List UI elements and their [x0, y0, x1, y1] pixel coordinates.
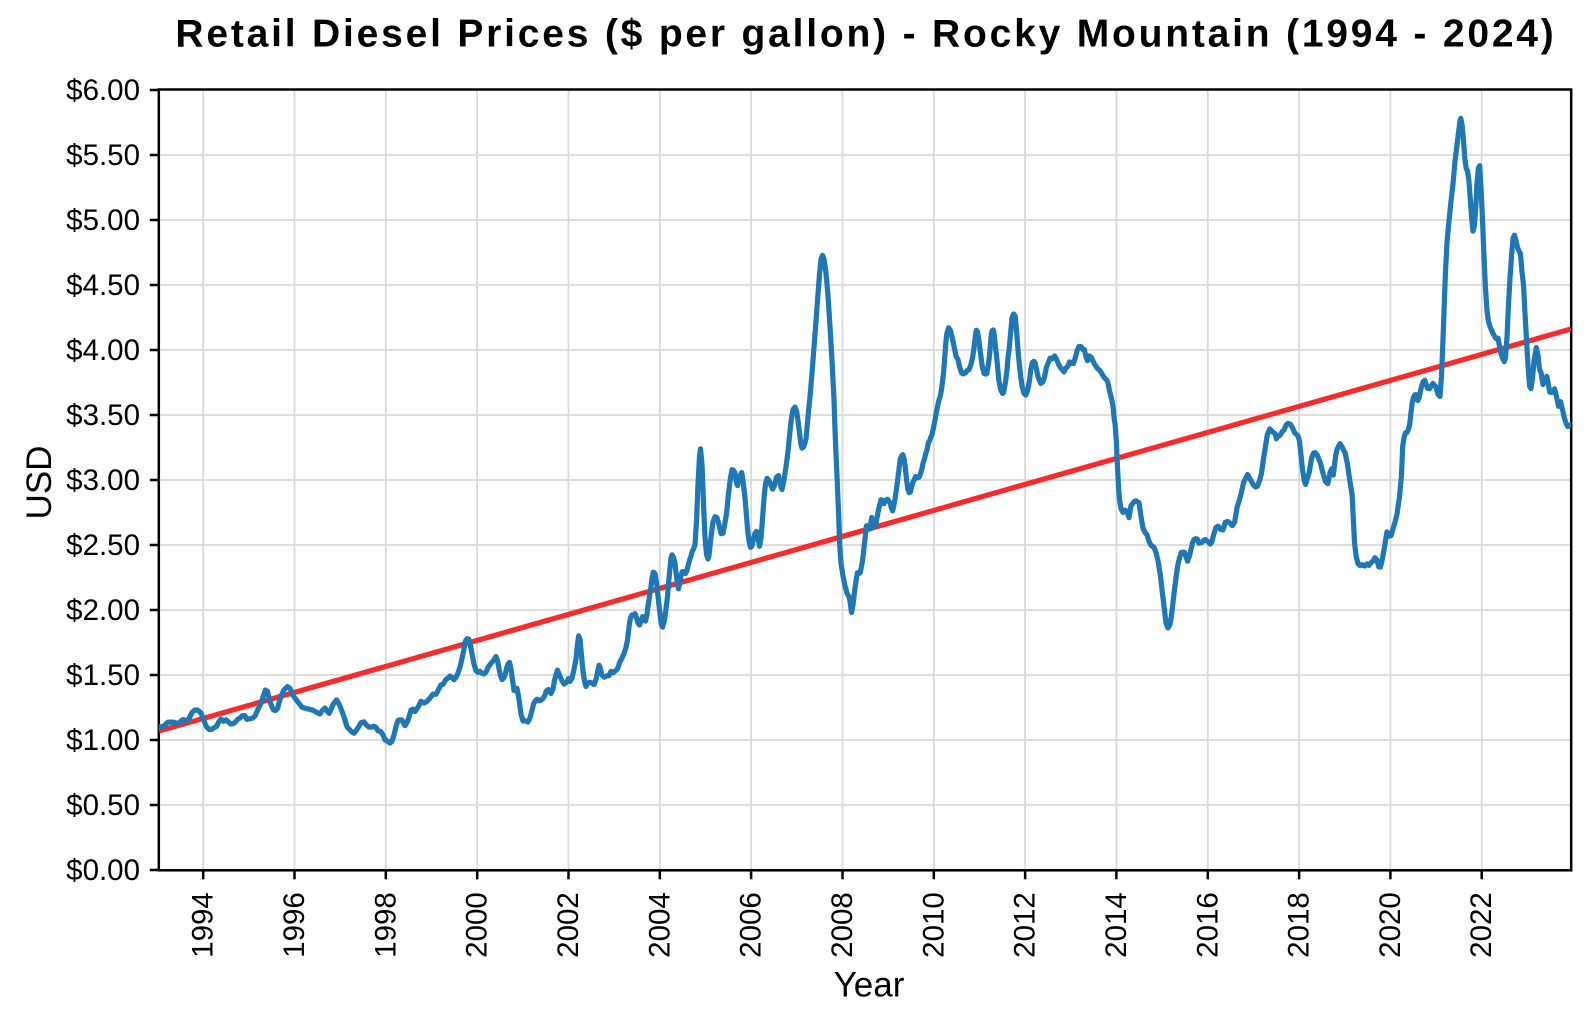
svg-text:2008: 2008	[826, 892, 859, 958]
svg-text:2018: 2018	[1283, 892, 1316, 958]
svg-text:$5.50: $5.50	[66, 139, 140, 172]
svg-text:Retail Diesel Prices ($ per ga: Retail Diesel Prices ($ per gallon) - Ro…	[175, 13, 1556, 56]
svg-text:$2.50: $2.50	[66, 529, 140, 562]
svg-text:1998: 1998	[369, 892, 402, 958]
svg-text:2022: 2022	[1465, 892, 1498, 958]
svg-text:USD: USD	[20, 446, 59, 520]
svg-text:Year: Year	[834, 966, 905, 1005]
svg-text:$0.00: $0.00	[66, 854, 140, 887]
svg-text:2012: 2012	[1009, 892, 1042, 958]
svg-text:$2.00: $2.00	[66, 594, 140, 627]
svg-text:$3.00: $3.00	[66, 464, 140, 497]
svg-text:1994: 1994	[187, 892, 220, 958]
svg-text:$1.50: $1.50	[66, 659, 140, 692]
svg-text:$3.50: $3.50	[66, 399, 140, 432]
svg-text:2004: 2004	[643, 892, 676, 958]
svg-text:2010: 2010	[917, 892, 950, 958]
svg-text:2000: 2000	[461, 892, 494, 958]
svg-text:2016: 2016	[1191, 892, 1224, 958]
svg-text:2014: 2014	[1100, 892, 1133, 958]
svg-text:1996: 1996	[278, 892, 311, 958]
svg-text:$4.50: $4.50	[66, 269, 140, 302]
svg-text:$5.00: $5.00	[66, 204, 140, 237]
svg-text:$4.00: $4.00	[66, 334, 140, 367]
svg-text:2002: 2002	[552, 892, 585, 958]
svg-text:$0.50: $0.50	[66, 789, 140, 822]
svg-text:2006: 2006	[735, 892, 768, 958]
svg-text:2020: 2020	[1374, 892, 1407, 958]
svg-text:$1.00: $1.00	[66, 724, 140, 757]
svg-text:$6.00: $6.00	[66, 74, 140, 107]
